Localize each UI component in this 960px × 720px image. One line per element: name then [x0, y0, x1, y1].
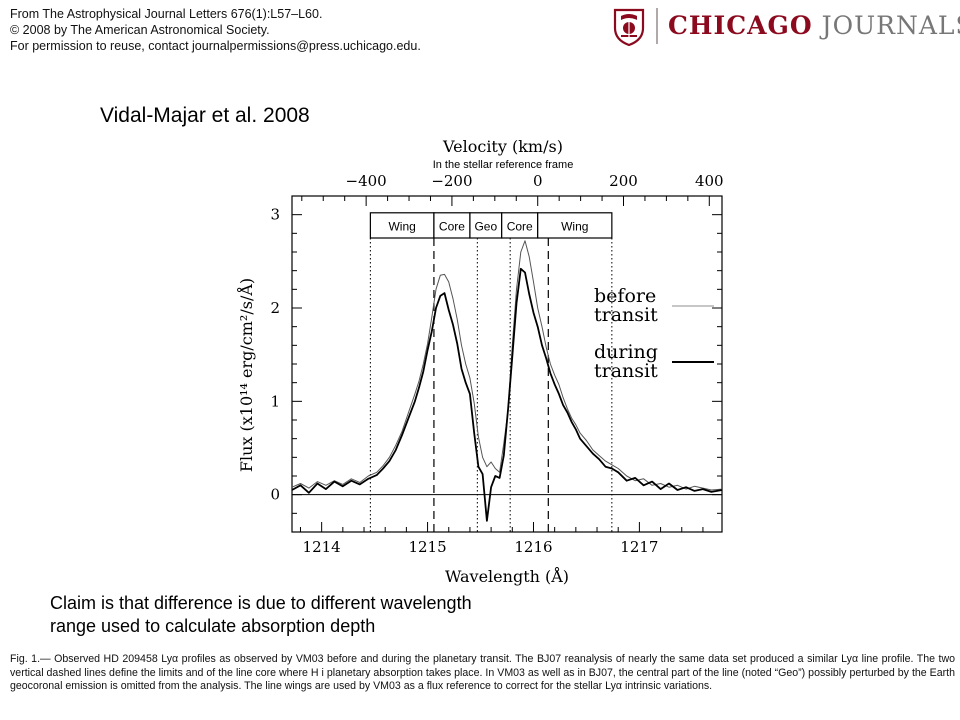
region-box	[433, 212, 471, 239]
x-tick-label: 1214	[303, 538, 341, 556]
citation-header: From The Astrophysical Journal Letters 6…	[10, 6, 421, 54]
top-tick-label: 200	[609, 172, 638, 190]
university-seal-icon	[613, 8, 645, 46]
spectrum-series	[291, 240, 723, 522]
top-tick-label: −200	[431, 172, 472, 190]
region-box	[469, 212, 503, 239]
legend-label-line2: transit	[594, 360, 658, 382]
legend-label-line1: before	[594, 285, 656, 307]
y-tick-label: 1	[270, 392, 280, 410]
region-label: Core	[507, 219, 533, 233]
x-axis-label: Wavelength (Å)	[445, 566, 569, 586]
axis-ticks: 1214 1215 1216 1217 0 1 2 3	[270, 206, 722, 556]
chicago-journals-logo: CHICAGO JOURNALS	[606, 6, 960, 48]
legend-label-line2: transit	[594, 304, 658, 326]
claim-text: Claim is that difference is due to diffe…	[50, 592, 650, 638]
y-tick-label: 3	[270, 206, 280, 224]
legend-label-line1: during	[594, 341, 658, 363]
y-tick-label: 0	[270, 486, 280, 504]
top-velocity-axis: −400 −200 0 200 400	[292, 172, 724, 206]
region-label: Wing	[388, 219, 415, 233]
citation-line-journal: From The Astrophysical Journal Letters 6…	[10, 7, 323, 21]
x-tick-label: 1215	[408, 538, 446, 556]
region-box	[369, 212, 435, 239]
claim-line-2: range used to calculate absorption depth	[50, 616, 376, 636]
x-tick-label: 1217	[620, 538, 658, 556]
logo-word-journals: JOURNALS	[821, 11, 960, 40]
top-tick-label: 400	[695, 172, 724, 190]
slide-title: Vidal-Majar et al. 2008	[100, 104, 310, 127]
logo-wordmark: CHICAGO JOURNALS	[668, 11, 960, 40]
region-boxes: Wing Core Geo Core Wing	[369, 212, 613, 239]
top-tick-label: −400	[346, 172, 387, 190]
citation-line-permission: For permission to reuse, contact journal…	[10, 39, 421, 53]
top-axis-label: Velocity (km/s)	[442, 137, 563, 156]
y-axis-label: Flux (x10¹⁴ erg/cm²/s/Å)	[236, 278, 256, 472]
region-boundary-lines	[369, 238, 613, 532]
region-box	[537, 212, 613, 239]
series-line-before-transit	[291, 240, 723, 491]
y-tick-label: 2	[270, 299, 280, 317]
x-tick-label: 1216	[514, 538, 552, 556]
region-label: Core	[439, 219, 465, 233]
citation-line-copyright: © 2008 by The American Astronomical Soci…	[10, 23, 270, 37]
region-label: Geo	[474, 219, 497, 233]
figure-caption: Fig. 1.— Observed HD 209458 Lyα profiles…	[10, 653, 955, 693]
series-line-during-transit	[291, 267, 723, 522]
logo-word-chicago: CHICAGO	[668, 11, 813, 40]
claim-line-1: Claim is that difference is due to diffe…	[50, 593, 472, 613]
top-axis-sublabel: In the stellar reference frame	[433, 159, 574, 171]
logo-divider	[656, 8, 658, 44]
top-tick-label: 0	[533, 172, 543, 190]
region-label: Wing	[561, 219, 588, 233]
